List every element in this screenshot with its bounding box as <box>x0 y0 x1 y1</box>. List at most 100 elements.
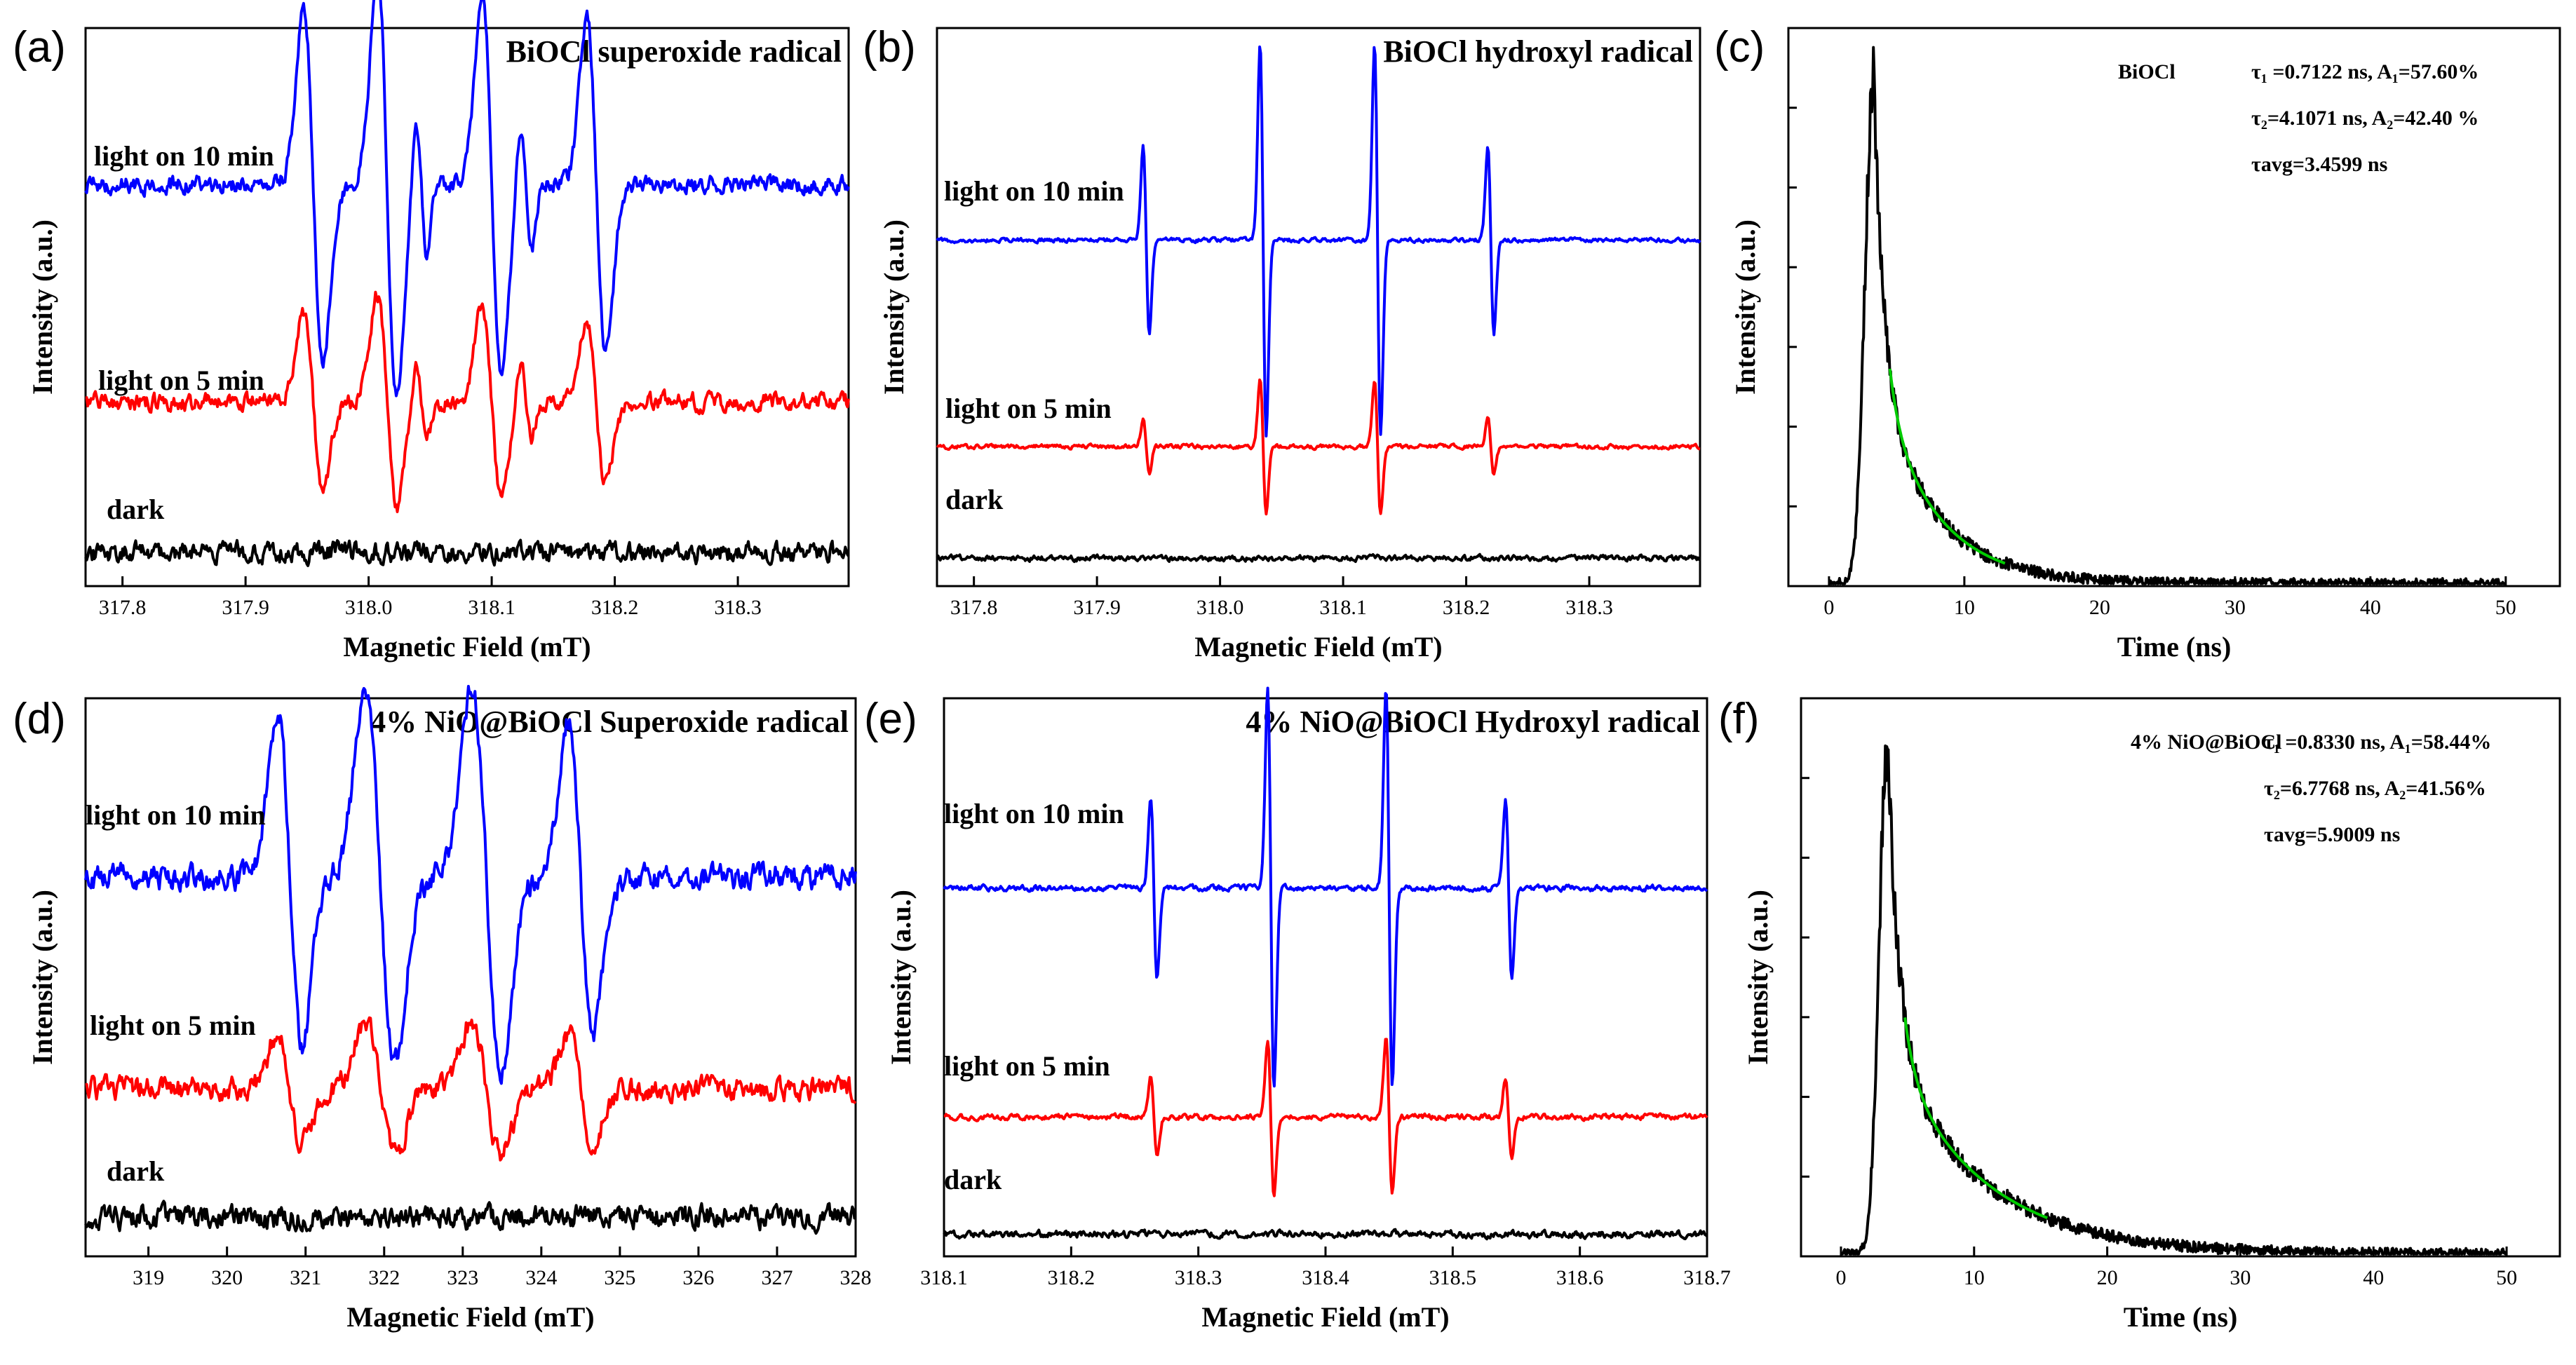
x-tick-label: 318.0 <box>1196 596 1244 619</box>
y-axis-label: Intensity (a.u.) <box>27 219 58 395</box>
x-tick-label: 317.8 <box>99 596 147 619</box>
series-label: light on 5 min <box>98 365 264 396</box>
x-tick-label: 327 <box>761 1266 793 1289</box>
panel-label: (e) <box>864 695 917 743</box>
x-tick-label: 0 <box>1835 1266 1846 1289</box>
x-tick-label: 328 <box>840 1266 872 1289</box>
x-tick-label: 318.4 <box>1302 1266 1349 1289</box>
x-tick-label: 317.9 <box>222 596 269 619</box>
plot-frame <box>84 27 850 588</box>
plot-frame <box>1800 697 2561 1258</box>
panel-label: (d) <box>13 695 66 743</box>
panel-title: BiOCl superoxide radical <box>506 34 842 69</box>
series-label: light on 5 min <box>945 393 1112 424</box>
x-tick-label: 318.0 <box>345 596 393 619</box>
series-line-light10 <box>943 686 1708 1088</box>
x-tick-label: 326 <box>682 1266 714 1289</box>
x-tick-label: 40 <box>2363 1266 2384 1289</box>
x-tick-label: 318.1 <box>920 1266 968 1289</box>
series-line-light10 <box>84 684 857 1085</box>
x-tick-label: 318.2 <box>1048 1266 1095 1289</box>
panel-title: BiOCl hydroxyl radical <box>1383 34 1693 69</box>
x-tick-label: 317.9 <box>1073 596 1121 619</box>
panel-label: (a) <box>13 23 66 72</box>
x-tick-label: 30 <box>2225 596 2246 619</box>
x-axis-label: Magnetic Field (mT) <box>343 631 591 663</box>
panel-title: 4% NiO@BiOCl Hydroxyl radical <box>1246 705 1700 739</box>
fit-parameter: τavg=3.4599 ns <box>2251 153 2387 176</box>
y-axis-label: Intensity (a.u.) <box>878 219 910 395</box>
x-tick-label: 318.5 <box>1429 1266 1477 1289</box>
series-label: light on 10 min <box>94 140 274 172</box>
x-tick-label: 324 <box>525 1266 557 1289</box>
y-axis-label: Intensity (a.u.) <box>1729 219 1761 395</box>
y-axis-label: Intensity (a.u.) <box>1742 890 1774 1065</box>
series-label: dark <box>107 1155 165 1187</box>
fit-parameter: τavg=5.9009 ns <box>2264 823 2400 846</box>
x-tick-label: 318.6 <box>1556 1266 1604 1289</box>
sample-label: 4% NiO@BiOCl <box>2131 731 2281 754</box>
x-tick-label: 318.7 <box>1683 1266 1731 1289</box>
plot-frame <box>1787 27 2561 588</box>
x-tick-label: 318.1 <box>468 596 515 619</box>
x-axis-label: Magnetic Field (mT) <box>1201 1301 1449 1333</box>
y-axis-label: Intensity (a.u.) <box>27 890 58 1065</box>
panel-c: (c) 0 10 20 30 40 50 Time (ns) Intensity (a.u.) B… <box>1714 23 2561 663</box>
x-tick-label: 318.3 <box>714 596 762 619</box>
x-tick-label: 10 <box>1964 1266 1985 1289</box>
plot-frame <box>943 697 1708 1258</box>
x-tick-label: 30 <box>2230 1266 2251 1289</box>
series-label: dark <box>107 494 165 525</box>
x-tick-label: 318.3 <box>1565 596 1613 619</box>
series-line-light5 <box>85 1016 857 1162</box>
x-tick-label: 0 <box>1823 596 1834 619</box>
x-tick-label: 10 <box>1954 596 1975 619</box>
fit-parameter: τ₂=6.7768 ns, A₂=41.56% <box>2264 777 2486 800</box>
x-tick-label: 50 <box>2496 1266 2517 1289</box>
x-tick-label: 50 <box>2495 596 2516 619</box>
panel-f: (f) 0 10 20 30 40 50 Time (ns) Intensity (a.u.) 4… <box>1718 695 2561 1333</box>
x-tick-label: 20 <box>2089 596 2110 619</box>
x-tick-label: 20 <box>2097 1266 2118 1289</box>
plot-frame <box>936 27 1701 588</box>
fit-curve <box>1888 368 2006 565</box>
panel-label: (f) <box>1718 695 1760 743</box>
series-label: dark <box>944 1164 1002 1195</box>
x-tick-label: 322 <box>368 1266 400 1289</box>
x-axis-label: Magnetic Field (mT) <box>1194 631 1442 663</box>
series-line-dark <box>936 552 1701 564</box>
x-tick-label: 321 <box>290 1266 321 1289</box>
y-axis-label: Intensity (a.u.) <box>885 890 917 1065</box>
panel-d: (d) 319 320 321 322 323 324 325 326 327 328 Magneti… <box>13 684 872 1333</box>
x-tick-label: 325 <box>604 1266 635 1289</box>
x-axis-label: Time (ns) <box>2124 1301 2238 1333</box>
panel-a: (a) 317.8 317.9 318.0 318.1 318.2 318.3 Magneti… <box>13 0 850 663</box>
sample-label: BiOCl <box>2118 60 2176 83</box>
series-line-dark <box>84 1200 856 1235</box>
x-tick-label: 318.1 <box>1319 596 1367 619</box>
series-label: light on 10 min <box>944 175 1124 207</box>
series-label: light on 10 min <box>944 798 1124 829</box>
panel-label: (c) <box>1714 23 1765 72</box>
x-tick-label: 319 <box>133 1266 164 1289</box>
series-line-light5 <box>936 378 1701 516</box>
x-tick-label: 40 <box>2360 596 2381 619</box>
series-line-dark <box>943 1228 1708 1241</box>
x-tick-label: 320 <box>211 1266 243 1289</box>
x-tick-label: 318.2 <box>1443 596 1490 619</box>
series-label: light on 5 min <box>90 1010 256 1041</box>
fit-parameter: τ₂=4.1071 ns, A₂=42.40 % <box>2251 107 2479 130</box>
fit-parameter: τ₁ =0.8330 ns, A₁=58.44% <box>2264 731 2491 754</box>
series-label: dark <box>945 484 1004 515</box>
fit-parameter: τ₁ =0.7122 ns, A₁=57.60% <box>2251 60 2479 83</box>
series-line-light10 <box>936 45 1701 437</box>
series-line-light5 <box>85 290 850 513</box>
series-line-dark <box>84 538 850 567</box>
series-line-light10 <box>84 0 850 398</box>
x-tick-label: 323 <box>447 1266 478 1289</box>
x-axis-label: Time (ns) <box>2117 631 2232 663</box>
plot-frame <box>84 697 857 1258</box>
panel-b: (b) 317.8 317.9 318.0 318.1 318.2 318.3 Magneti… <box>863 23 1701 663</box>
decay-curve <box>1840 744 2507 1256</box>
panel-label: (b) <box>863 23 916 72</box>
